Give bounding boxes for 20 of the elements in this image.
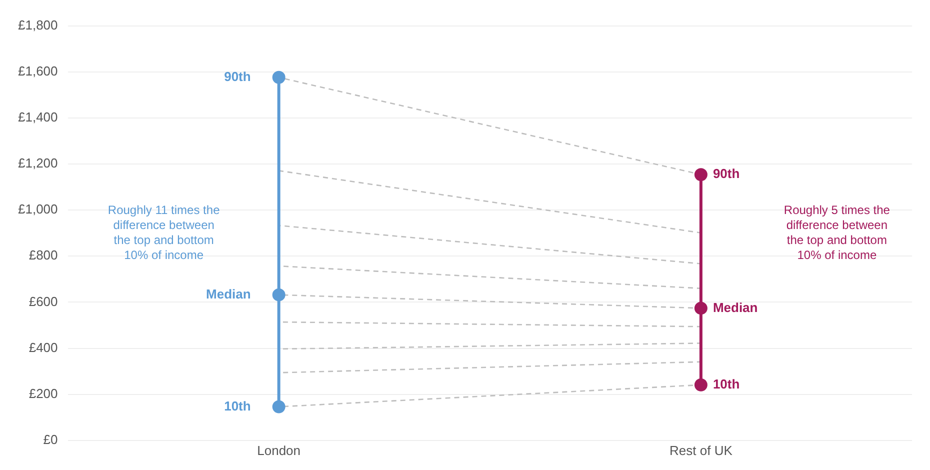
y-tick-label: £0 bbox=[43, 432, 58, 447]
y-tick-label: £600 bbox=[28, 294, 58, 309]
y-tick-label: £1,200 bbox=[18, 156, 58, 171]
annotation: Roughly 5 times the difference between the top and bottom 10% of income bbox=[784, 202, 890, 262]
annotation: Roughly 11 times the difference between the top and bottom 10% of income bbox=[108, 202, 220, 262]
y-tick-label: £1,600 bbox=[18, 63, 58, 78]
annotation: 90th bbox=[224, 68, 251, 84]
y-tick-label: £1,400 bbox=[18, 110, 58, 125]
annotation: Median bbox=[712, 300, 758, 315]
annotation: 10th bbox=[712, 376, 740, 392]
y-tick-label: £1,800 bbox=[18, 17, 58, 32]
annotation: 10th bbox=[224, 398, 251, 414]
annotation: 90th bbox=[712, 166, 740, 182]
y-tick-label: £400 bbox=[28, 340, 58, 355]
x-tick-label: Rest of UK bbox=[670, 442, 733, 458]
annotation: Median bbox=[206, 286, 251, 302]
x-tick-label: London bbox=[257, 442, 301, 458]
y-tick-label: £200 bbox=[28, 386, 58, 401]
y-tick-label: £800 bbox=[28, 248, 58, 263]
y-tick-label: £1,000 bbox=[18, 202, 58, 217]
